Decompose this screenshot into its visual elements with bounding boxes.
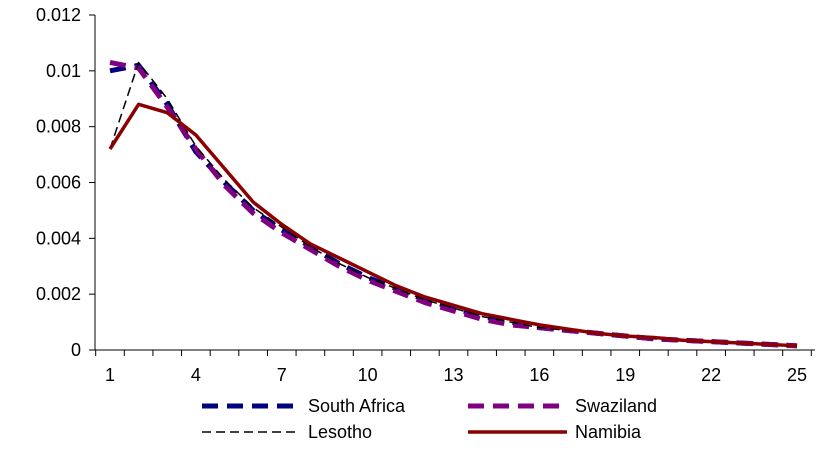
- y-tick-label: 0.004: [36, 228, 81, 248]
- x-tick-label: 13: [443, 365, 463, 385]
- chart-legend: South Africa Swaziland Lesotho Namibia: [202, 396, 657, 442]
- legend-label-lesotho: Lesotho: [308, 422, 372, 442]
- x-tick-label: 1: [105, 365, 115, 385]
- y-tick-label: 0.01: [46, 61, 81, 81]
- legend-label-swaziland: Swaziland: [575, 396, 657, 416]
- series-line-lesotho: [109, 61, 798, 347]
- x-tick-label: 16: [529, 365, 549, 385]
- chart-series: [108, 60, 798, 349]
- x-tick-label: 22: [701, 365, 721, 385]
- x-tick-label: 4: [191, 365, 201, 385]
- x-tick-label: 10: [358, 365, 378, 385]
- y-tick-label: 0.008: [36, 117, 81, 137]
- x-tick-label: 25: [787, 365, 807, 385]
- chart-axes: 0 0.002 0.004 0.006 0.008 0.01 0.012 1 4 7 10 13 16 1…: [36, 5, 815, 385]
- series-line-south-africa: [109, 62, 798, 349]
- y-tick-label: 0: [71, 340, 81, 360]
- y-tick-label: 0.002: [36, 284, 81, 304]
- y-tick-label: 0.006: [36, 173, 81, 193]
- series-line-namibia: [108, 102, 798, 348]
- y-tick-label: 0.012: [36, 5, 81, 25]
- x-tick-label: 7: [277, 365, 287, 385]
- legend-label-namibia: Namibia: [575, 422, 642, 442]
- series-line-swaziland: [109, 60, 798, 349]
- x-tick-label: 19: [615, 365, 635, 385]
- legend-label-south-africa: South Africa: [308, 396, 406, 416]
